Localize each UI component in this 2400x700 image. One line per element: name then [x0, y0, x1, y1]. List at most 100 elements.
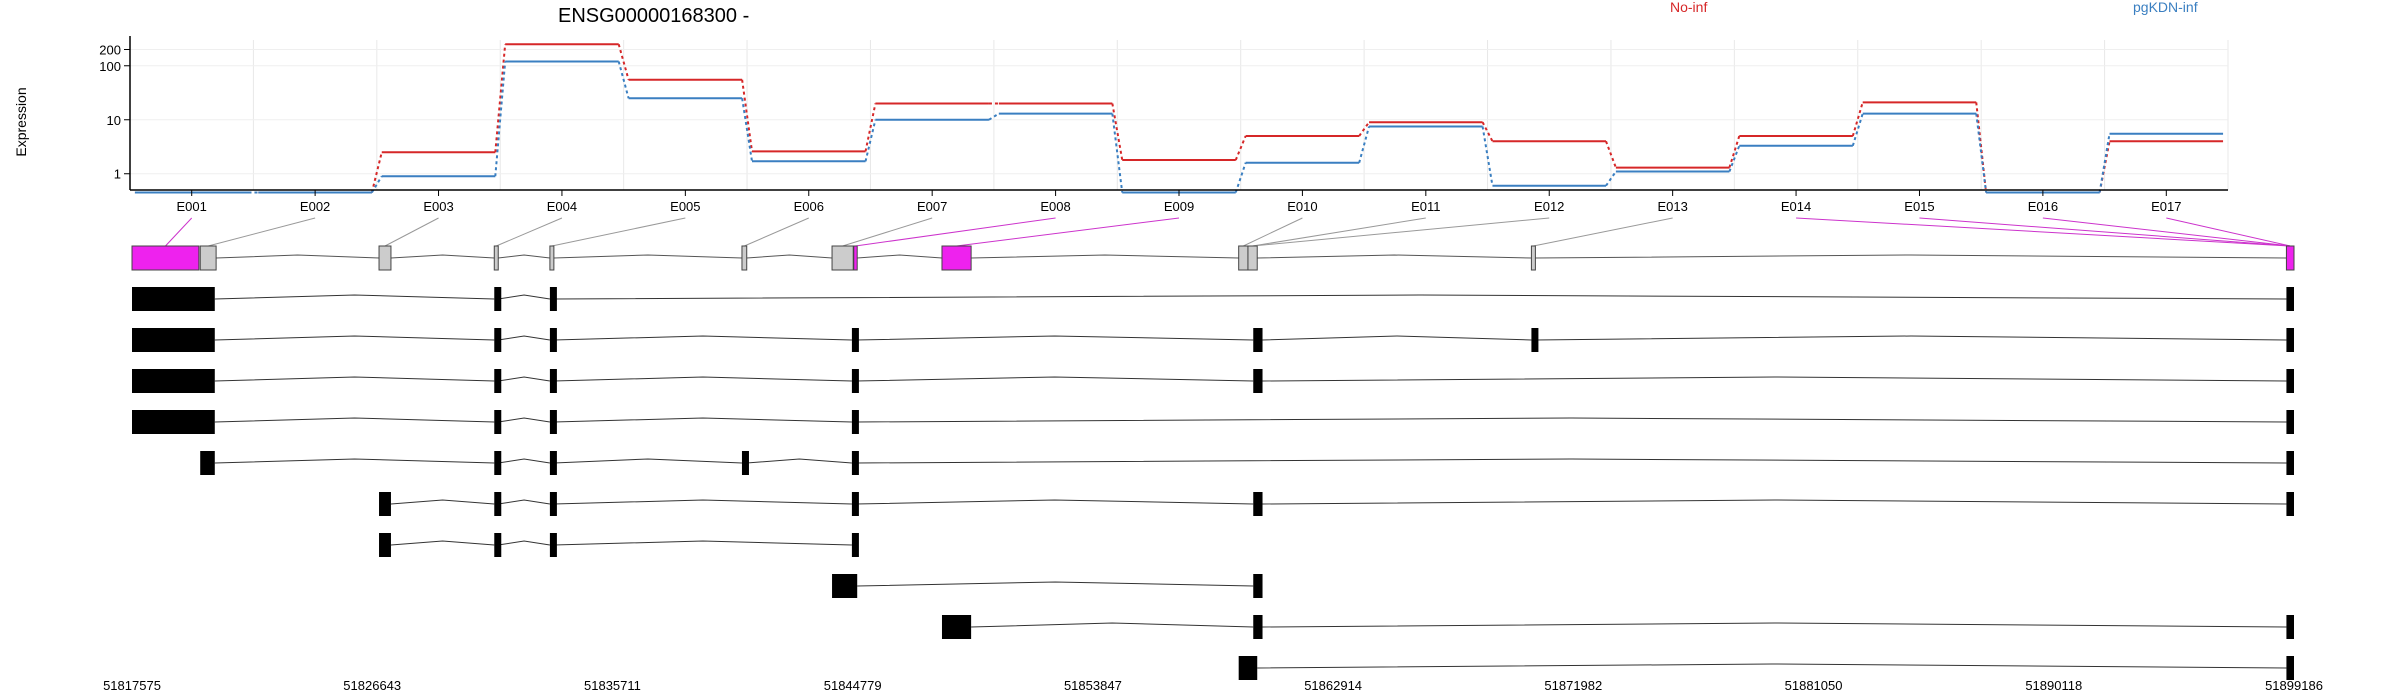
transcript-exon	[494, 369, 502, 393]
transcript-exon	[851, 369, 859, 393]
exon-model-block	[378, 245, 392, 271]
transcript-exon	[741, 451, 749, 475]
exon-connector-lines	[165, 217, 2291, 247]
transcript-intron	[214, 417, 495, 423]
transcript-intron	[971, 622, 1254, 628]
transcript-intron	[553, 499, 852, 505]
transcript-exon	[132, 410, 215, 434]
exon-model-block	[2285, 245, 2295, 271]
series-1-connector	[494, 61, 507, 177]
transcript-exon	[1531, 328, 1539, 352]
transcript-intron	[498, 540, 550, 546]
transcript-exon	[549, 410, 557, 434]
exon-model-block	[549, 245, 555, 271]
genomic-tick-label: 51853847	[1064, 678, 1122, 693]
genomic-tick-label: 51835711	[584, 678, 641, 693]
transcript-intron	[214, 458, 495, 464]
transcript-intron	[214, 335, 495, 341]
genomic-tick-label: 51890118	[2025, 678, 2082, 693]
series-0-connector	[1358, 121, 1370, 137]
transcript-intron	[746, 458, 852, 464]
exon-model-block	[853, 245, 858, 271]
exon-model-block	[741, 245, 748, 271]
transcript-exon	[1253, 574, 1263, 598]
exon-model-block	[831, 245, 854, 271]
transcript-exon	[1253, 492, 1263, 516]
series-0-connector	[741, 79, 753, 152]
transcript-exon	[132, 369, 215, 393]
transcript-intron	[1262, 335, 1532, 341]
transcript-intron	[1262, 622, 2287, 628]
transcript-exon	[851, 533, 859, 557]
exon-connector	[956, 217, 1180, 247]
exon-model-block	[131, 245, 200, 271]
exon-connector	[2042, 217, 2291, 247]
transcript-exon	[2286, 451, 2294, 475]
series-1-connector	[864, 119, 877, 162]
exon-model-intron	[553, 254, 742, 259]
exon-model-intron	[746, 254, 833, 259]
exon-connector	[1252, 217, 1426, 247]
series-lines	[134, 43, 2224, 194]
transcript-exon	[1238, 656, 1258, 680]
x-tick-label: E009	[1164, 199, 1194, 214]
chart-title: ENSG00000168300 -	[558, 5, 749, 27]
x-tick-label: E007	[917, 199, 947, 214]
series-0-connector	[617, 44, 630, 81]
y-tick-label: 1	[114, 167, 121, 182]
exon-connector	[2166, 217, 2291, 247]
series-0-connector	[370, 152, 383, 193]
series-1-connector	[988, 112, 1000, 121]
transcript-intron	[498, 376, 550, 382]
series-1-connector	[1728, 145, 1741, 172]
transcript-exon	[549, 369, 557, 393]
transcript-intron	[553, 376, 852, 382]
genomic-tick-label: 51817575	[103, 678, 161, 693]
exon-connector	[1252, 217, 1550, 247]
exon-connector	[744, 217, 809, 247]
series-1-connector	[741, 98, 753, 162]
transcript-intron	[390, 540, 495, 546]
exon-model-block	[1530, 245, 1536, 271]
x-tick-label: E004	[547, 199, 577, 214]
transcript-intron	[1257, 663, 2287, 669]
x-tick-label: E012	[1534, 199, 1564, 214]
exon-connector	[384, 217, 439, 247]
x-tick-label: E016	[2028, 199, 2058, 214]
transcript-exon	[549, 533, 557, 557]
genomic-tick-label: 51881050	[1785, 678, 1843, 693]
transcript-intron	[498, 335, 550, 341]
transcript-exon	[200, 451, 215, 475]
exon-connector	[1243, 217, 1303, 247]
legend-pgkdn-inf: pgKDN-inf	[2133, 0, 2198, 15]
transcript-intron	[1262, 499, 2287, 505]
transcript-intron	[214, 294, 495, 300]
transcript-intron	[855, 499, 1254, 505]
transcript-intron	[857, 581, 1254, 587]
exon-connector	[1533, 217, 1673, 247]
transcript-intron	[498, 417, 550, 423]
series-1-connector	[1605, 170, 1617, 187]
x-tick-label: E013	[1657, 199, 1687, 214]
exon-connector	[1919, 217, 2291, 247]
exon-model-block	[1238, 245, 1249, 271]
transcript-intron	[855, 417, 2287, 423]
transcript-exon	[832, 574, 858, 598]
exon-connector	[208, 217, 316, 247]
exon-connector	[496, 217, 563, 247]
transcript-intron	[553, 458, 742, 464]
x-tick-label: E001	[177, 199, 207, 214]
transcript-exon	[2286, 492, 2294, 516]
transcript-intron	[1262, 376, 2287, 382]
transcript-exon	[549, 328, 557, 352]
transcript-exon	[494, 328, 502, 352]
transcript-intron	[498, 294, 550, 300]
transcript-exon	[941, 615, 972, 639]
x-tick-label: E014	[1781, 199, 1811, 214]
exon-model-track	[131, 245, 2295, 271]
transcript-exon	[494, 533, 502, 557]
y-tick-label: 100	[99, 59, 121, 74]
exon-connector	[1796, 217, 2291, 247]
transcript-exon	[2286, 656, 2294, 680]
transcript-intron	[553, 335, 852, 341]
